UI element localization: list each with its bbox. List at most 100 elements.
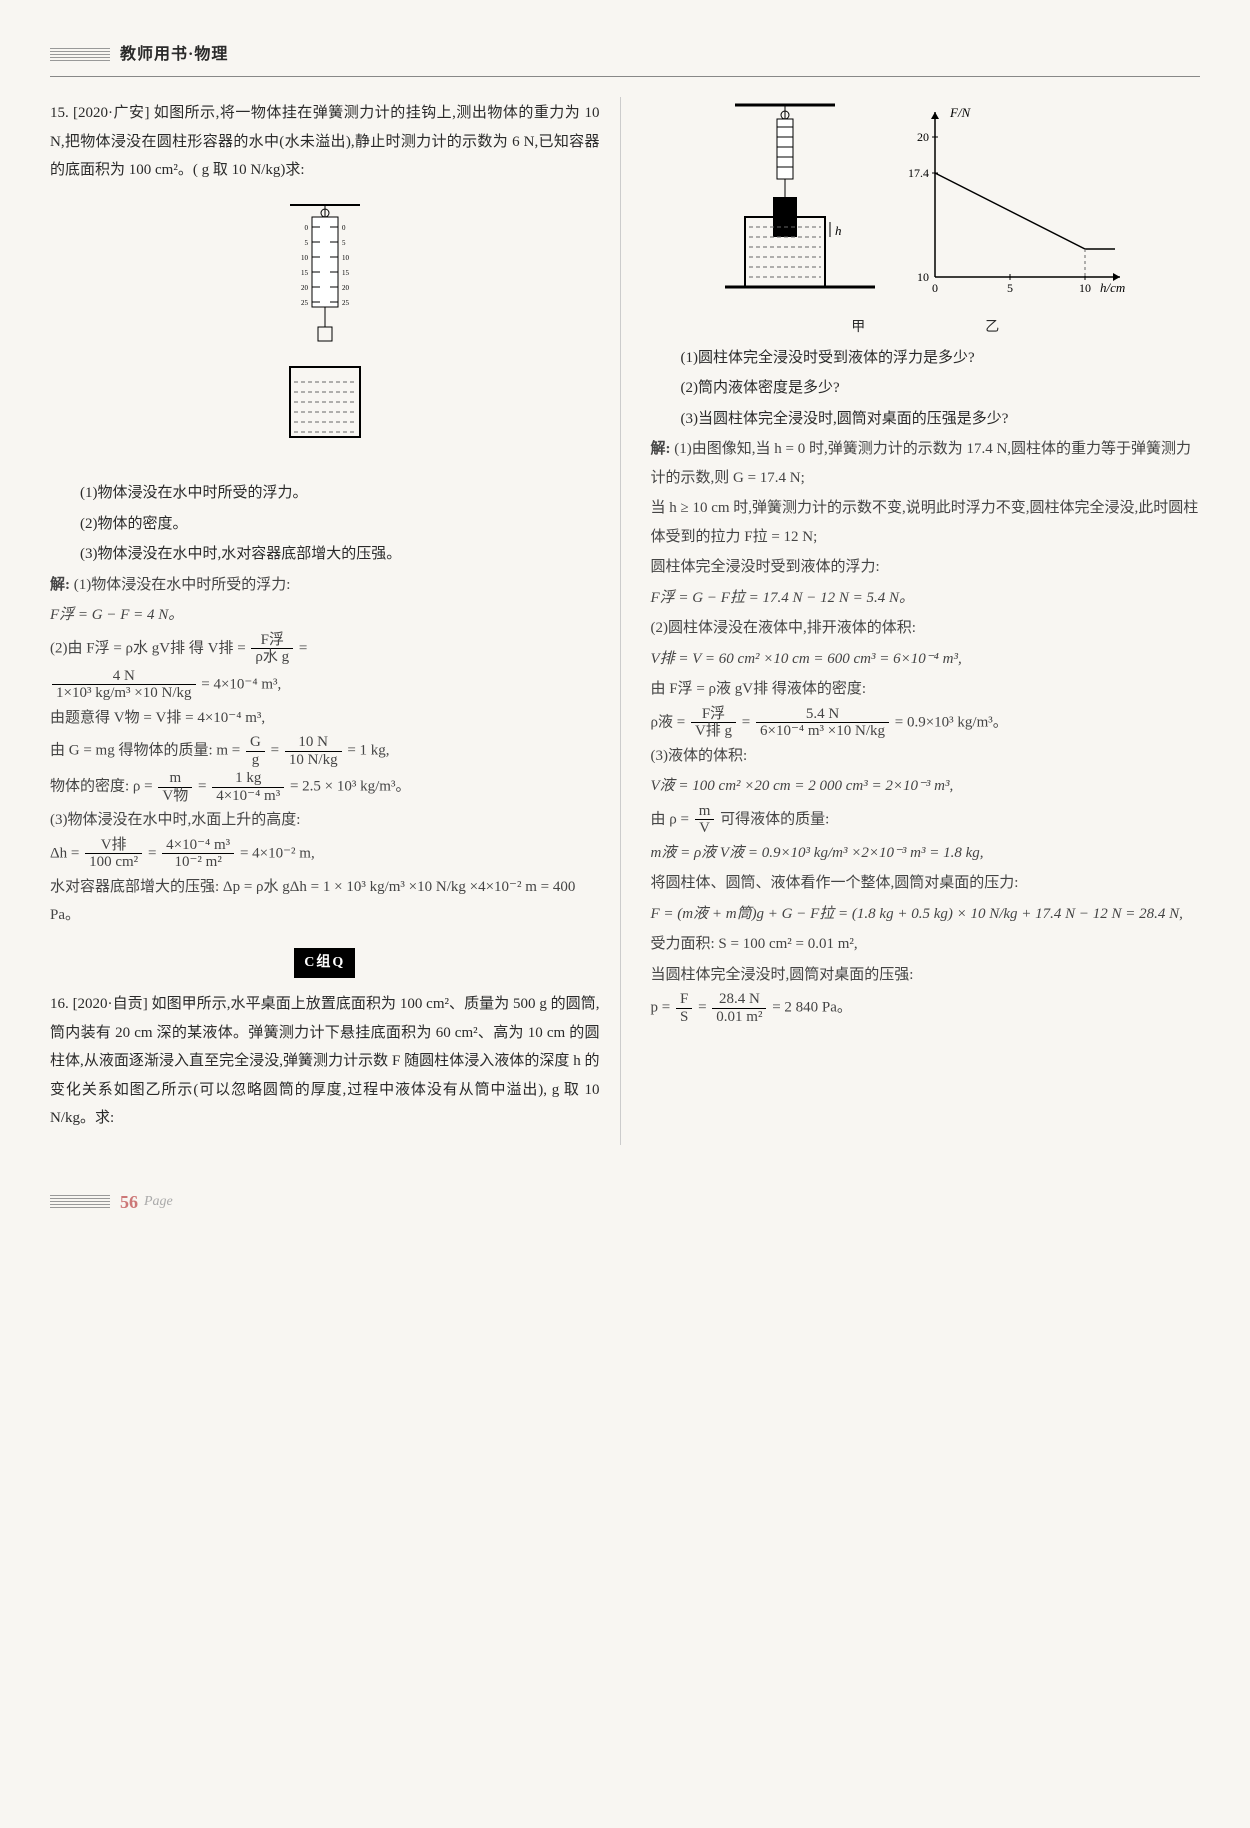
frac-den: g [246,752,265,769]
p15-s1b: F浮 = G − F = 4 N。 [50,601,600,630]
eq: = [299,640,307,656]
p16-s2d-line: ρ液 = F浮 V排 g = 5.4 N 6×10⁻⁴ m³ ×10 N/kg … [651,706,1201,740]
p15-q3: (3)物体浸没在水中时,水对容器底部增大的压强。 [50,540,600,569]
p15-q2: (2)物体的密度。 [50,510,600,539]
p16-s3g: 受力面积: S = 100 cm² = 0.01 m², [651,930,1201,959]
page-number: 56 [120,1185,138,1219]
frac-den: 6×10⁻⁴ m³ ×10 N/kg [756,723,889,740]
frac: G g [246,734,265,768]
header-title: 教师用书·物理 [120,40,228,70]
yi-graph-icon: 10 17.4 20 0 5 10 F/N h/cm [895,97,1135,307]
frac-num: 1 kg [212,770,284,788]
eq: = 1 kg, [347,743,389,759]
frac: 5.4 N 6×10⁻⁴ m³ ×10 N/kg [756,706,889,740]
frac-num: G [246,734,265,752]
p15-sol-1a: 解: (1)物体浸没在水中时所受的浮力: [50,571,600,600]
eq: = 2 840 Pa。 [772,1000,852,1016]
eq: = 4×10⁻⁴ m³, [201,676,281,692]
frac-num: 10 N [285,734,342,752]
svg-text:5: 5 [304,239,308,247]
mid: = [198,779,210,795]
p16-s3f: F = (m液 + m筒)g + G − F拉 = (1.8 kg + 0.5 … [651,900,1201,929]
p15-s2c: 由题意得 V物 = V排 = 4×10⁻⁴ m³, [50,704,600,733]
p15-s2e-line: 物体的密度: ρ = m V物 = 1 kg 4×10⁻⁴ m³ = 2.5 ×… [50,770,600,804]
svg-text:20: 20 [342,284,350,292]
svg-text:10: 10 [917,270,929,284]
p15-source: [2020·广安] [73,105,149,121]
svg-text:0: 0 [304,224,308,232]
page-header: 教师用书·物理 [50,40,1200,77]
page-word: Page [144,1189,173,1216]
frac: 4×10⁻⁴ m³ 10⁻² m² [162,837,234,871]
p16-s3d: m液 = ρ液 V液 = 0.9×10³ kg/m³ ×2×10⁻³ m³ = … [651,839,1201,868]
frac-den: 100 cm² [85,854,142,871]
p16-s2c: 由 F浮 = ρ液 gV排 得液体的密度: [651,675,1201,704]
lhs: Δh = [50,845,79,861]
eq: = 2.5 × 10³ kg/m³。 [290,779,411,795]
frac-num: F浮 [251,632,293,650]
p15-s2a-line: (2)由 F浮 = ρ水 gV排 得 V排 = F浮 ρ水 g = [50,632,600,666]
p16-s3i-line: p = F S = 28.4 N 0.01 m² = 2 840 Pa。 [651,991,1201,1025]
p16-s1c: 圆柱体完全浸没时受到液体的浮力: [651,553,1201,582]
eq: = 0.9×10³ kg/m³。 [895,714,1008,730]
frac: 1 kg 4×10⁻⁴ m³ [212,770,284,804]
lhs: ρ液 = [651,714,686,730]
tail: 可得液体的质量: [720,811,829,827]
frac-num: F浮 [691,706,736,724]
p15-number: 15. [50,105,69,121]
svg-text:h: h [835,223,842,238]
p16-source: [2020·自贡] [73,996,148,1012]
p16-s1b: 当 h ≥ 10 cm 时,弹簧测力计的示数不变,说明此时浮力不变,圆柱体完全浸… [651,494,1201,551]
frac-den: S [676,1009,692,1026]
svg-text:0: 0 [932,281,938,295]
mid: = [271,743,283,759]
frac-num: V排 [85,837,142,855]
frac-num: 4×10⁻⁴ m³ [162,837,234,855]
svg-text:10: 10 [1079,281,1091,295]
p16-s1d: F浮 = G − F拉 = 17.4 N − 12 N = 5.4 N。 [651,584,1201,613]
frac: F浮 V排 g [691,706,736,740]
p15-s3a: (3)物体浸没在水中时,水面上升的高度: [50,806,600,835]
frac-den: 0.01 m² [712,1009,766,1026]
frac-den: 10 N/kg [285,752,342,769]
frac-num: 5.4 N [756,706,889,724]
sol-label: 解: [651,441,671,457]
svg-text:20: 20 [301,284,309,292]
eq: = 4×10⁻² m, [240,845,315,861]
p16-s1a: (1)由图像知,当 h = 0 时,弹簧测力计的示数为 17.4 N,圆柱体的重… [651,441,1192,486]
svg-text:5: 5 [1007,281,1013,295]
header-rule-lines [50,48,110,62]
frac-den: 10⁻² m² [162,854,234,871]
fig-labels-row: 甲 乙 [651,315,1201,342]
frac: m V [695,803,715,837]
group-c-badge: C组Q [294,948,355,979]
left-column: 15. [2020·广安] 如图所示,将一物体挂在弹簧测力计的挂钩上,测出物体的… [50,97,621,1145]
svg-text:5: 5 [342,239,346,247]
two-column-layout: 15. [2020·广安] 如图所示,将一物体挂在弹簧测力计的挂钩上,测出物体的… [50,97,1200,1145]
fig-yi-label: 乙 [985,315,999,342]
frac-num: 4 N [52,668,196,686]
p15-s2e: 物体的密度: ρ = [50,779,153,795]
p15-s2b-line: 4 N 1×10³ kg/m³ ×10 N/kg = 4×10⁻⁴ m³, [50,668,600,702]
frac-num: F [676,991,692,1009]
p15-s2a: (2)由 F浮 = ρ水 gV排 得 V排 = [50,640,246,656]
frac-den: V排 g [691,723,736,740]
p16-s1a-line: 解: (1)由图像知,当 h = 0 时,弹簧测力计的示数为 17.4 N,圆柱… [651,435,1201,492]
frac: 28.4 N 0.01 m² [712,991,766,1025]
p16-number: 16. [50,996,69,1012]
spring-scale-icon: 0 5 10 15 20 25 0 5 10 15 20 25 [270,197,380,457]
p15-stem: 15. [2020·广安] 如图所示,将一物体挂在弹簧测力计的挂钩上,测出物体的… [50,99,600,185]
p16-s3e: 将圆柱体、圆筒、液体看作一个整体,圆筒对桌面的压力: [651,869,1201,898]
frac-num: m [695,803,715,821]
p15-s3c: 水对容器底部增大的压强: Δp = ρ水 gΔh = 1 × 10³ kg/m³… [50,873,600,930]
svg-text:17.4: 17.4 [908,166,929,180]
frac: F浮 ρ水 g [251,632,293,666]
svg-text:15: 15 [342,269,350,277]
jia-apparatus-icon: h [715,97,885,307]
p16-q3: (3)当圆柱体完全浸没时,圆筒对桌面的压强是多少? [651,405,1201,434]
frac-den: ρ水 g [251,649,293,666]
p15-s1a: (1)物体浸没在水中时所受的浮力: [74,577,291,593]
right-column: h 10 17.4 20 0 5 10 [651,97,1201,1145]
svg-text:20: 20 [917,130,929,144]
svg-text:F/N: F/N [949,105,972,120]
